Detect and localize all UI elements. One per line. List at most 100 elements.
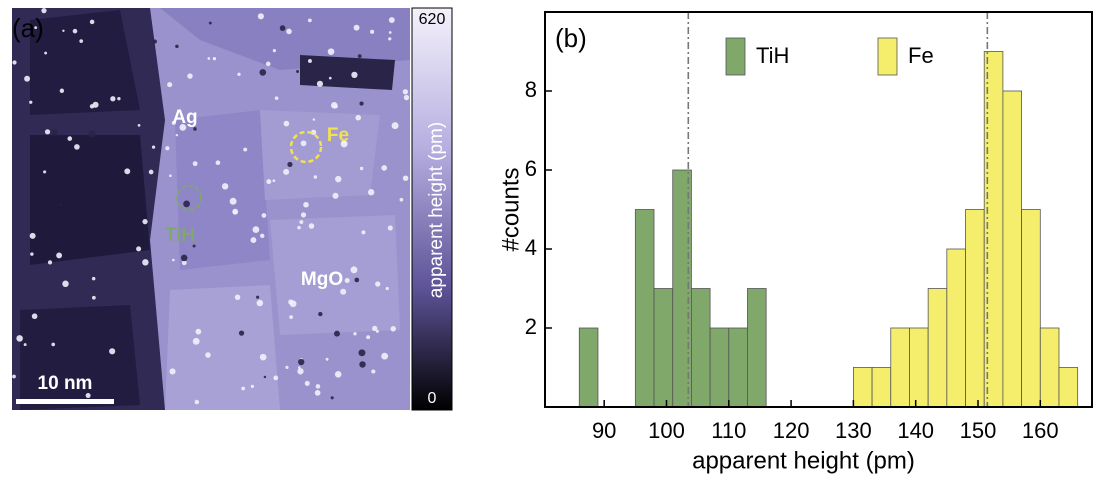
colorbar — [411, 7, 453, 411]
adsorbate-dot — [371, 369, 376, 374]
adsorbate-dot — [137, 124, 141, 127]
adsorbate-dot — [194, 399, 200, 405]
bar — [1039, 327, 1060, 408]
adsorbate-dot — [181, 260, 187, 266]
adsorbate-dot — [304, 380, 310, 386]
bar — [728, 327, 748, 408]
adsorbate-dot — [250, 384, 255, 389]
adsorbate-dot — [385, 286, 389, 291]
adsorbate-dot — [325, 357, 329, 361]
adsorbate-dot — [370, 29, 375, 34]
adsorbate-dot — [232, 208, 239, 215]
adsorbate-dot — [300, 140, 307, 147]
adsorbate-dot — [169, 368, 176, 375]
colorbar-min: 0 — [428, 390, 437, 407]
adsorbate-dot — [375, 329, 379, 333]
adsorbate-dot — [354, 277, 360, 283]
adsorbate-dot — [303, 201, 309, 208]
stm-image — [12, 8, 410, 410]
x-tick-label: 120 — [773, 418, 810, 443]
legend-swatch — [725, 37, 746, 76]
adsorbate-dot — [241, 386, 246, 391]
adsorbate-dot — [344, 278, 350, 284]
bar — [909, 327, 929, 408]
x-tick-label: 110 — [711, 418, 746, 443]
adsorbate-dot — [359, 166, 364, 171]
adsorbate-dot — [288, 299, 294, 305]
x-tick-label: 140 — [897, 418, 934, 443]
adsorbate-dot — [318, 311, 323, 317]
adsorbate-dot — [193, 127, 197, 131]
bar — [871, 367, 892, 408]
adsorbate-dot — [272, 49, 276, 53]
bar — [946, 248, 966, 408]
adsorbate-dot — [195, 328, 202, 335]
adsorbate-dot — [152, 39, 157, 44]
adsorbate-dot — [229, 197, 237, 205]
adsorbate-dot — [91, 276, 96, 281]
y-tick-label: 6 — [525, 156, 537, 181]
x-tick-label: 100 — [648, 418, 685, 443]
adsorbate-dot — [62, 29, 65, 32]
adsorbate-dot — [243, 147, 248, 152]
adsorbate-dot — [221, 183, 229, 190]
scale-bar — [16, 399, 114, 404]
adsorbate-dot — [187, 73, 193, 79]
adsorbate-dot — [183, 200, 190, 208]
adsorbate-dot — [390, 326, 396, 332]
adsorbate-dot — [212, 56, 217, 61]
bar — [653, 288, 674, 408]
adsorbate-dot — [31, 313, 38, 320]
adsorbate-dot — [124, 168, 131, 175]
adsorbate-dot — [350, 266, 358, 274]
adsorbate-dot — [289, 315, 293, 320]
adsorbate-dot — [89, 19, 95, 25]
adsorbate-dot — [252, 226, 260, 233]
adsorbate-dot — [355, 114, 362, 121]
x-tick-label: 90 — [592, 418, 616, 443]
adsorbate-dot — [215, 160, 221, 166]
adsorbate-dot — [74, 144, 80, 150]
adsorbate-dot — [237, 72, 241, 76]
adsorbate-dot — [388, 31, 392, 34]
adsorbate-dot — [12, 374, 16, 379]
adsorbate-dot — [272, 179, 276, 183]
adsorbate-dot — [366, 335, 371, 340]
bar — [890, 327, 910, 408]
panel-label: (b) — [555, 23, 587, 53]
adsorbate-dot — [300, 212, 307, 218]
annotation-mgo: MgO — [301, 269, 343, 290]
y-axis-label: #counts — [497, 167, 524, 251]
adsorbate-dot — [175, 133, 179, 137]
adsorbate-dot — [357, 54, 362, 59]
adsorbate-dot — [399, 197, 404, 202]
bar — [1002, 90, 1023, 408]
adsorbate-dot — [175, 44, 179, 49]
adsorbate-dot — [51, 342, 56, 347]
adsorbate-dot — [372, 325, 378, 332]
adsorbate-dot — [89, 104, 95, 109]
adsorbate-dot — [297, 225, 301, 230]
adsorbate-dot — [265, 61, 271, 67]
adsorbate-dot — [79, 39, 84, 43]
adsorbate-dot — [402, 89, 409, 95]
adsorbate-dot — [205, 352, 211, 358]
scale-bar-label: 10 nm — [38, 373, 93, 394]
adsorbate-dot — [169, 174, 172, 178]
adsorbate-dot — [402, 175, 409, 181]
adsorbate-dot — [41, 8, 47, 14]
adsorbate-dot — [56, 252, 63, 259]
adsorbate-dot — [334, 330, 340, 337]
adsorbate-dot — [359, 361, 366, 368]
adsorbate-dot — [180, 254, 188, 262]
adsorbate-dot — [172, 258, 175, 262]
adsorbate-dot — [351, 71, 358, 79]
adsorbate-dot — [24, 75, 31, 82]
x-tick-label: 160 — [1022, 418, 1059, 443]
adsorbate-dot — [285, 365, 289, 369]
adsorbate-dot — [85, 393, 91, 399]
adsorbate-dot — [297, 366, 301, 369]
y-tick-label: 2 — [525, 314, 537, 339]
adsorbate-dot — [274, 96, 279, 100]
